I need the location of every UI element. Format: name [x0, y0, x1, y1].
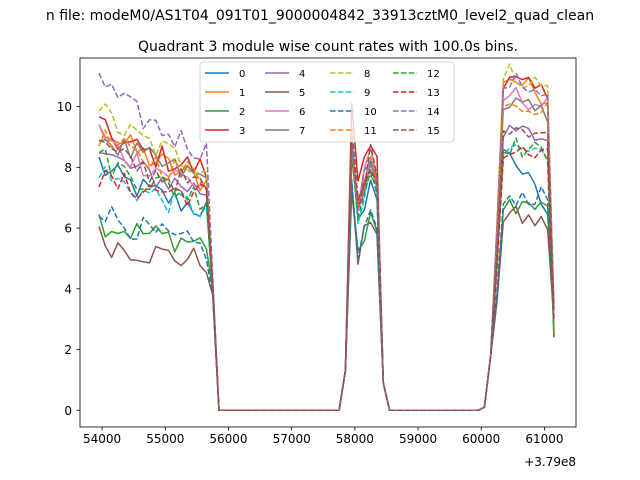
legend-label-7: 7	[299, 126, 305, 137]
legend-label-14: 14	[427, 107, 440, 118]
legend-label-8: 8	[364, 69, 370, 80]
legend-label-0: 0	[239, 69, 245, 80]
legend-label-3: 3	[239, 126, 245, 137]
x-tick-label: 57000	[273, 432, 311, 446]
series-line-9	[98, 141, 555, 412]
series-lines	[98, 63, 555, 412]
y-tick-label: 2	[64, 343, 72, 357]
series-line-10	[98, 178, 555, 412]
y-tick-label: 4	[64, 282, 72, 296]
series-line-5	[98, 182, 555, 412]
legend-label-13: 13	[427, 88, 440, 99]
figure-suptitle: n file: modeM0/AS1T04_091T01_9000004842_…	[46, 8, 594, 24]
x-tick-label: 60000	[462, 432, 500, 446]
plot-area: 54000 55000 56000 57000 58000 59000 60000 61000…	[57, 57, 577, 469]
y-tick-label: 6	[64, 222, 72, 236]
legend-label-12: 12	[427, 69, 440, 80]
legend-label-15: 15	[427, 126, 440, 137]
axes-frame	[79, 57, 577, 428]
legend-label-2: 2	[239, 107, 245, 118]
x-tick-label: 56000	[209, 432, 247, 446]
y-tick-label: 0	[64, 404, 72, 418]
x-tick-label: 54000	[83, 432, 121, 446]
x-tick-label: 55000	[146, 432, 184, 446]
x-offset-label: +3.79e8	[524, 455, 576, 469]
legend-label-5: 5	[299, 88, 305, 99]
y-tick-label: 8	[64, 161, 72, 175]
legend-frame	[199, 61, 455, 143]
legend-label-9: 9	[364, 88, 370, 99]
legend-label-1: 1	[239, 88, 245, 99]
series-line-7	[98, 97, 555, 412]
legend-label-6: 6	[299, 107, 305, 118]
x-tick-label: 61000	[525, 432, 563, 446]
y-tick-label: 10	[57, 100, 72, 114]
series-line-11	[98, 101, 555, 412]
series-line-2	[98, 191, 555, 412]
x-tick-label: 59000	[399, 432, 437, 446]
series-line-15	[98, 125, 555, 412]
series-line-13	[98, 128, 555, 412]
chart-title: Quadrant 3 module wise count rates with …	[138, 39, 518, 55]
legend-label-11: 11	[364, 126, 377, 137]
legend-label-10: 10	[364, 107, 377, 118]
x-tick-label: 58000	[336, 432, 374, 446]
legend-label-4: 4	[299, 69, 305, 80]
